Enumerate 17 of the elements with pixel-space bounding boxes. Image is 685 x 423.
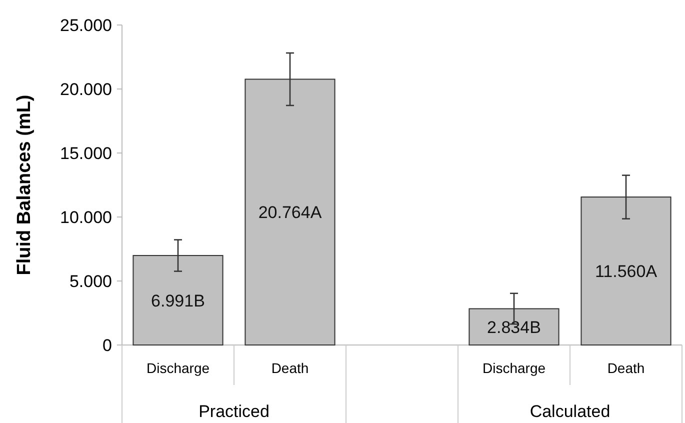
- y-axis-title: Fluid Balances (mL): [14, 94, 35, 276]
- y-tick-label: 5.000: [69, 272, 112, 291]
- x-tick-label: Discharge: [146, 360, 210, 376]
- y-tick-label: 25.000: [60, 16, 112, 35]
- data-label: 20.764A: [258, 203, 322, 222]
- y-tick-label: 15.000: [60, 144, 112, 163]
- data-label: 6.991B: [151, 291, 205, 310]
- data-label: 2.834B: [487, 318, 541, 337]
- y-tick-label: 20.000: [60, 80, 112, 99]
- x-tick-label: Discharge: [482, 360, 546, 376]
- data-label: 11.560A: [594, 262, 658, 282]
- y-tick-label: 0: [102, 336, 112, 355]
- y-tick-label: 10.000: [60, 208, 112, 227]
- x-tick-label: Death: [607, 360, 645, 376]
- text: Calculated: [530, 402, 610, 421]
- text: Practiced: [198, 402, 270, 421]
- x-tick-label: Death: [271, 360, 309, 376]
